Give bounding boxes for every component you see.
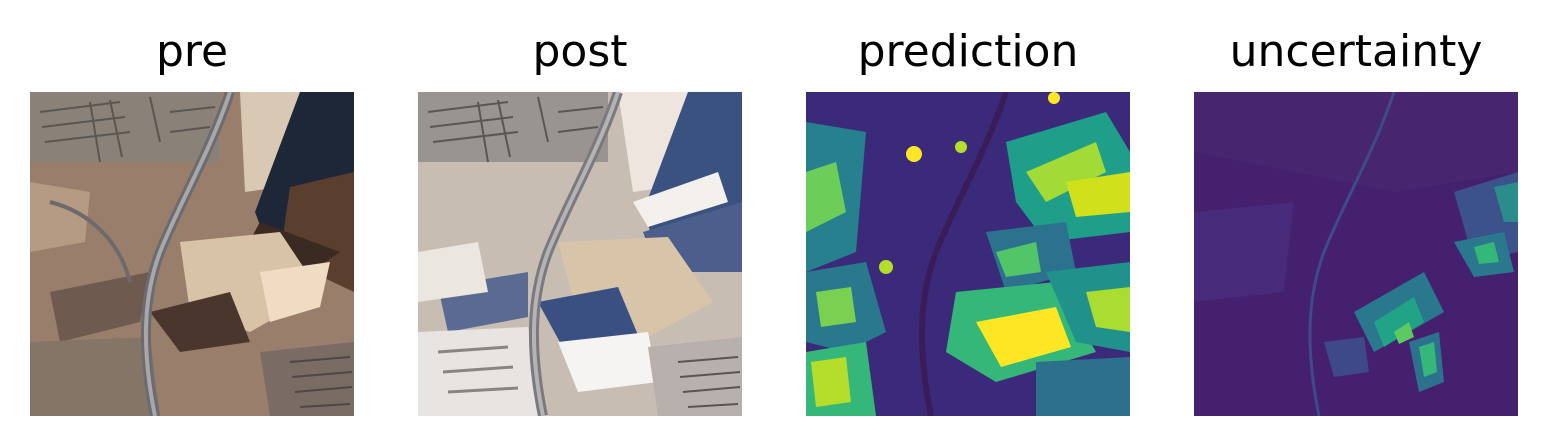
panel-title-prediction: prediction	[857, 26, 1079, 77]
uncertainty-heatmap	[1194, 92, 1518, 416]
pre-satellite-image	[30, 92, 354, 416]
panel-post: post	[418, 0, 742, 446]
panel-title-post: post	[532, 26, 628, 77]
prediction-heatmap	[806, 92, 1130, 416]
panel-title-uncertainty: uncertainty	[1229, 26, 1483, 77]
panel-pre: pre	[30, 0, 354, 446]
panel-title-pre: pre	[155, 26, 229, 77]
panel-prediction: prediction	[806, 0, 1130, 446]
post-satellite-image	[418, 92, 742, 416]
panel-uncertainty: uncertainty	[1194, 0, 1518, 446]
